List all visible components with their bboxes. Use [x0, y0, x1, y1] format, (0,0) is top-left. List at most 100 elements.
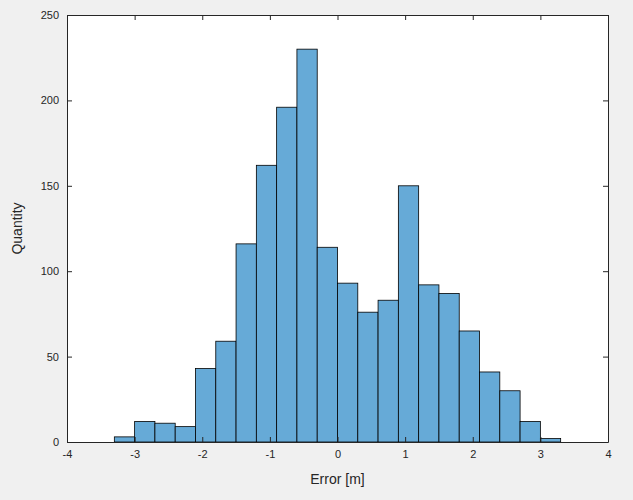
x-axis-title: Error [m] [310, 471, 364, 487]
tick: 3 [538, 437, 544, 460]
tick-label: 2 [470, 448, 476, 460]
tick-mark [270, 437, 271, 442]
tick: 50 [47, 351, 72, 363]
tick [405, 15, 406, 20]
bar [480, 372, 500, 442]
tick: 0 [53, 436, 72, 448]
bar [459, 331, 479, 442]
tick: 100 [41, 265, 72, 277]
tick-label: 0 [335, 448, 341, 460]
bar [500, 391, 520, 442]
plot-background [67, 15, 608, 442]
tick-mark [473, 437, 474, 442]
tick-label: -3 [130, 448, 140, 460]
tick-mark [67, 15, 72, 16]
y-axis-title: Quantity [9, 202, 25, 254]
tick-label: 150 [41, 180, 59, 192]
tick-mark [270, 15, 271, 20]
tick-mark [135, 15, 136, 20]
bar [195, 369, 215, 442]
tick [603, 357, 608, 358]
tick-mark [603, 186, 608, 187]
bar [236, 244, 256, 442]
tick-label: -4 [63, 448, 73, 460]
bar [317, 247, 337, 442]
bar [256, 165, 276, 442]
bar [175, 427, 195, 442]
bar [378, 300, 398, 442]
tick [202, 15, 203, 20]
axis-line [67, 16, 68, 443]
bar [297, 49, 317, 442]
tick-label: -1 [265, 448, 275, 460]
tick-mark [540, 437, 541, 442]
tick-mark [67, 442, 72, 443]
y-axis-right [603, 16, 609, 443]
tick: -2 [198, 437, 208, 460]
tick-mark [473, 15, 474, 20]
x-axis: -4 -3 -2 -1 0 1 2 3 4 [63, 437, 612, 460]
tick [603, 100, 608, 101]
tick-mark [67, 271, 72, 272]
tick: 250 [41, 9, 72, 21]
tick [338, 15, 339, 20]
tick [473, 15, 474, 20]
y-axis: 0 50 100 150 200 250 [41, 9, 72, 448]
tick-label: 4 [605, 448, 611, 460]
tick-mark [540, 15, 541, 20]
tick-label: 50 [47, 351, 59, 363]
tick-label: 0 [53, 436, 59, 448]
tick-mark [202, 437, 203, 442]
tick-mark [603, 15, 608, 16]
tick-mark [603, 442, 608, 443]
tick [270, 15, 271, 20]
tick-mark [338, 437, 339, 442]
tick-label: 200 [41, 94, 59, 106]
tick: 2 [470, 437, 476, 460]
bar [398, 186, 418, 442]
tick: -1 [265, 437, 275, 460]
axis-line [608, 16, 609, 443]
tick [135, 15, 136, 20]
tick [603, 442, 608, 443]
tick-mark [67, 100, 72, 101]
bar [216, 341, 236, 442]
bar [358, 312, 378, 442]
chart: -4 -3 -2 -1 0 1 2 3 4 0 50 100 150 200 250 Error [m] Qua… [0, 0, 633, 500]
bar [277, 107, 297, 442]
tick-mark [405, 15, 406, 20]
bar [419, 285, 439, 442]
tick-mark [405, 437, 406, 442]
tick-label: -2 [198, 448, 208, 460]
tick-mark [67, 186, 72, 187]
bar [135, 422, 155, 442]
tick [540, 15, 541, 20]
bar [155, 423, 175, 442]
tick-label: 100 [41, 265, 59, 277]
bar [338, 283, 358, 442]
tick: 150 [41, 180, 72, 192]
tick-mark [603, 357, 608, 358]
tick-mark [603, 100, 608, 101]
tick [603, 186, 608, 187]
tick [603, 15, 608, 16]
axis-line [68, 442, 609, 443]
tick-label: 1 [403, 448, 409, 460]
bar [520, 422, 540, 442]
tick-mark [135, 437, 136, 442]
tick: 200 [41, 94, 72, 106]
plot: -4 -3 -2 -1 0 1 2 3 4 0 50 100 150 200 250 [41, 9, 612, 460]
tick-mark [338, 15, 339, 20]
tick-mark [67, 357, 72, 358]
tick-label: 250 [41, 9, 59, 21]
tick-mark [202, 15, 203, 20]
bars [114, 49, 560, 442]
bar [540, 439, 560, 442]
tick: 1 [403, 437, 409, 460]
x-axis-top [68, 15, 609, 20]
tick-label: 3 [538, 448, 544, 460]
tick: -3 [130, 437, 140, 460]
tick-mark [603, 271, 608, 272]
tick: 0 [335, 437, 341, 460]
bar [439, 293, 459, 442]
